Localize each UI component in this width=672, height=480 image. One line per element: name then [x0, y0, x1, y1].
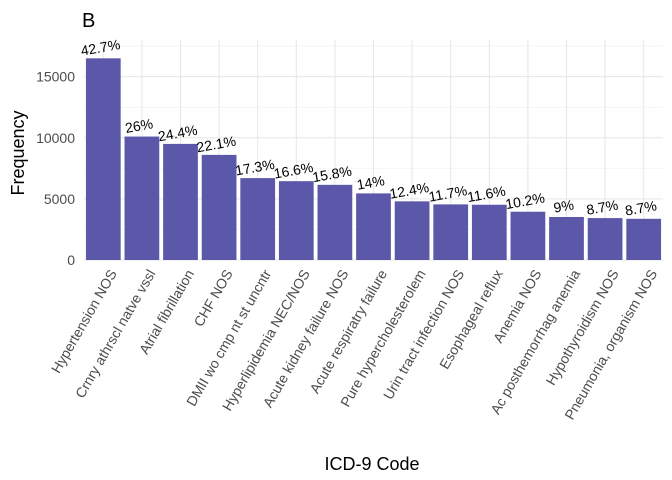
y-axis-ticks: 0 5000 10000 15000 [36, 69, 75, 268]
data-label: 15.8% [311, 163, 353, 186]
data-label: 22.1% [195, 133, 237, 156]
data-label: 12.4% [388, 179, 430, 202]
data-label: 8.7% [585, 197, 619, 218]
bar [201, 154, 237, 260]
data-label: 8.7% [624, 197, 658, 218]
data-label: 11.7% [427, 182, 468, 204]
bar [510, 211, 546, 260]
x-axis-title: ICD-9 Code [324, 454, 419, 474]
bar [394, 201, 430, 260]
data-label: 24.4% [157, 122, 199, 145]
bar [240, 178, 276, 260]
data-label: 10.2% [504, 189, 546, 212]
bar [85, 58, 121, 261]
data-label: 17.3% [234, 156, 276, 179]
bars [85, 58, 662, 261]
x-tick-label: Hypothyroidism NOS [543, 267, 622, 388]
bar [356, 193, 391, 260]
bar [278, 181, 314, 260]
bar [433, 204, 469, 260]
data-labels: 42.7% 26% 24.4%22.1%17.3%16.6%15.8% 14% 12.4… [79, 36, 657, 218]
y-tick-label: 15000 [36, 69, 75, 85]
bar [587, 218, 623, 260]
panel-tag: B [82, 10, 95, 32]
data-label: 11.6% [466, 183, 507, 205]
bar [163, 143, 198, 260]
data-label: 9% [552, 196, 575, 215]
y-axis-title: Frequency [8, 110, 28, 195]
y-tick-label: 10000 [36, 130, 75, 146]
bar [317, 184, 353, 260]
bar [471, 204, 507, 260]
y-tick-label: 5000 [44, 191, 75, 207]
data-label: 26% [124, 115, 154, 136]
bar [124, 136, 160, 260]
bar [626, 218, 662, 260]
data-label: 14% [355, 172, 385, 193]
data-label: 16.6% [272, 159, 314, 182]
y-tick-label: 0 [67, 252, 75, 268]
data-label: 42.7% [79, 36, 121, 59]
bar [549, 216, 584, 260]
